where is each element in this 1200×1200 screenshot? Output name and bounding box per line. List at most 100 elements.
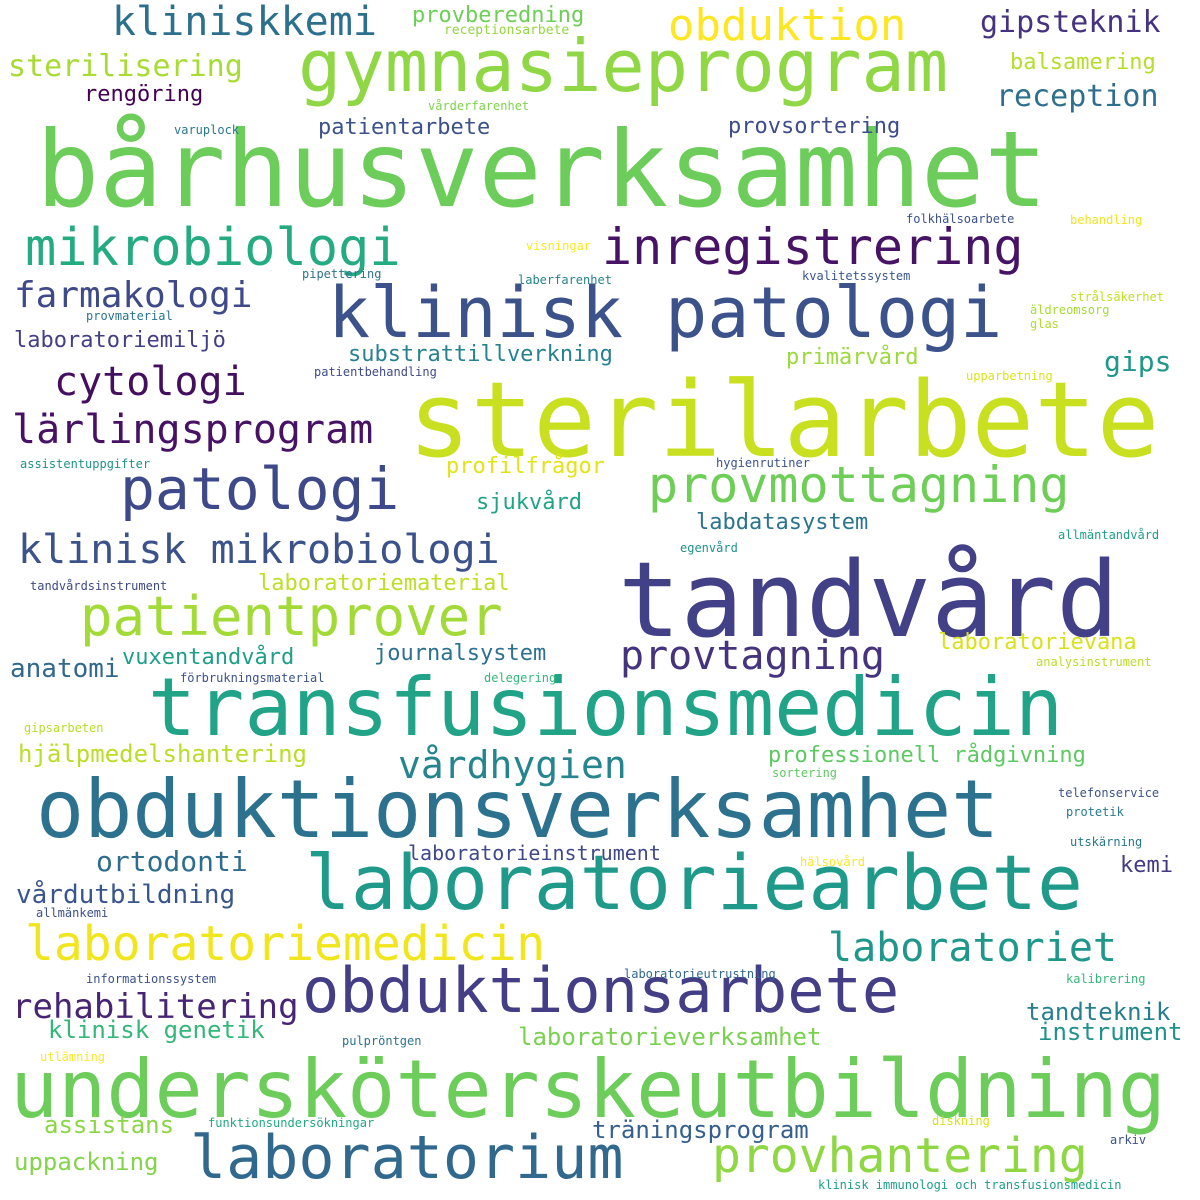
cloud-word: lärlingsprogram: [12, 407, 374, 453]
cloud-word: strålsäkerhet: [1070, 290, 1164, 304]
cloud-word: sterilarbete: [408, 359, 1160, 481]
cloud-word: obduktionsarbete: [302, 954, 900, 1027]
cloud-word: bårhusverksamhet: [36, 109, 1048, 231]
cloud-word: glas: [1030, 317, 1059, 331]
cloud-word: egenvård: [680, 541, 738, 555]
cloud-word: klinisk immunologi och transfusionsmedic…: [818, 1178, 1122, 1192]
cloud-word: sterilisering: [8, 49, 243, 84]
cloud-word: förbrukningsmaterial: [180, 671, 325, 685]
cloud-word: professionell rådgivning: [768, 743, 1086, 768]
cloud-word: tandvårdsinstrument: [30, 579, 168, 593]
cloud-word: gymnasieprogram: [298, 24, 949, 108]
cloud-word: laboratoriet: [828, 925, 1117, 971]
cloud-word: allmänkemi: [36, 906, 109, 920]
cloud-word: hygienrutiner: [716, 456, 810, 470]
cloud-word: uppackning: [14, 1148, 159, 1176]
cloud-word: anatomi: [10, 654, 120, 684]
cloud-word: laboratoriearbete: [305, 838, 1083, 927]
cloud-word: assistentuppgifter: [20, 457, 151, 471]
cloud-word: laboratorievana: [938, 630, 1137, 655]
cloud-word: instrument: [1038, 1018, 1183, 1046]
cloud-word: laboratorieutrustning: [624, 967, 776, 981]
cloud-word: gipsteknik: [980, 5, 1161, 40]
cloud-word: provsortering: [728, 114, 901, 139]
cloud-word: träningsprogram: [592, 1116, 809, 1144]
cloud-word: klinisk genetik: [48, 1016, 265, 1044]
cloud-word: delegering: [484, 671, 557, 685]
cloud-word: vårdhygien: [398, 743, 627, 787]
cloud-word: pipettering: [302, 267, 382, 281]
cloud-word: rehabilitering: [12, 987, 299, 1027]
cloud-word: telefonservice: [1058, 786, 1160, 800]
cloud-word: laboratorieverksamhet: [518, 1023, 822, 1051]
cloud-word: visningar: [526, 239, 592, 253]
cloud-word: mikrobiologi: [25, 218, 401, 278]
cloud-word: patientbehandling: [314, 365, 437, 379]
cloud-word: hjälpmedelshantering: [18, 740, 307, 768]
cloud-word: kalibrering: [1066, 972, 1146, 986]
cloud-word: vuxentandvård: [122, 645, 295, 670]
cloud-word: laberfarenhet: [518, 273, 612, 287]
cloud-word: varuplock: [174, 123, 240, 137]
cloud-word: hälsovård: [800, 855, 866, 869]
cloud-word: protetik: [1066, 805, 1124, 819]
cloud-word: labdatasystem: [696, 510, 869, 535]
cloud-word: upparbetning: [966, 369, 1053, 383]
cloud-word: utlämning: [40, 1050, 106, 1064]
cloud-word: gipsarbeten: [24, 721, 104, 735]
cloud-word: utskärning: [1070, 835, 1143, 849]
cloud-word: informationssystem: [86, 972, 217, 986]
cloud-word: diskning: [932, 1114, 990, 1128]
cloud-word: receptionsarbete: [444, 23, 570, 38]
cloud-word: patientprover: [80, 585, 503, 648]
cloud-word: arkiv: [1110, 1133, 1147, 1147]
cloud-word: journalsystem: [374, 641, 547, 666]
cloud-word: pulpröntgen: [342, 1034, 422, 1048]
cloud-word: transfusionsmedicin: [148, 661, 1064, 754]
cloud-word: analysinstrument: [1036, 655, 1152, 669]
cloud-word: klinisk patologi: [328, 272, 1003, 354]
cloud-word: sortering: [772, 766, 838, 780]
cloud-word: gips: [1104, 345, 1172, 378]
cloud-word: provberedning: [412, 3, 585, 28]
cloud-word: farmakologi: [14, 275, 253, 316]
cloud-word: funktionsundersökningar: [208, 1116, 375, 1130]
cloud-word: allmäntandvård: [1058, 528, 1160, 542]
cloud-word: reception: [996, 79, 1159, 114]
cloud-word: sjukvård: [476, 490, 582, 515]
cloud-word: laboratorium: [190, 1123, 624, 1193]
cloud-word: vårdutbildning: [16, 880, 236, 910]
cloud-word: tandteknik: [1026, 998, 1171, 1026]
cloud-word: kemi: [1120, 853, 1173, 878]
cloud-word: kvalitetssystem: [802, 269, 911, 283]
cloud-word: cytologi: [54, 359, 247, 405]
cloud-word: tandvård: [618, 539, 1119, 661]
cloud-word: kliniskkemi: [112, 0, 377, 45]
cloud-word: äldreomsorg: [1030, 303, 1110, 317]
cloud-word: primärvård: [786, 345, 919, 370]
cloud-word: ortodonti: [96, 845, 248, 878]
cloud-word: profilfrågor: [446, 454, 605, 479]
cloud-word: klinisk mikrobiologi: [18, 527, 500, 573]
cloud-word: vårderfarenhet: [428, 99, 530, 113]
cloud-word: rengöring: [84, 82, 204, 107]
cloud-word: provtagning: [620, 633, 885, 679]
cloud-word: obduktion: [668, 0, 907, 51]
cloud-word: assistans: [44, 1111, 175, 1139]
cloud-word: substrattillverkning: [348, 342, 613, 367]
cloud-word: behandling: [1070, 213, 1143, 227]
cloud-word: balsamering: [1010, 50, 1156, 75]
cloud-word: patientarbete: [318, 115, 491, 140]
cloud-word: laboratoriematerial: [258, 571, 510, 596]
cloud-word: inregistrering: [602, 218, 1024, 276]
cloud-word: provhantering: [712, 1128, 1088, 1184]
cloud-word: laboratoriemiljö: [14, 328, 226, 353]
cloud-word: undersköterskeutbildning: [10, 1043, 1166, 1136]
cloud-word: provmaterial: [86, 309, 173, 323]
cloud-word: provmottagning: [648, 456, 1070, 514]
cloud-word: laboratorieinstrument: [408, 841, 661, 865]
cloud-word: folkhälsoarbete: [906, 212, 1015, 226]
cloud-word: patologi: [120, 455, 400, 523]
cloud-word: laboratoriemedicin: [25, 916, 546, 972]
